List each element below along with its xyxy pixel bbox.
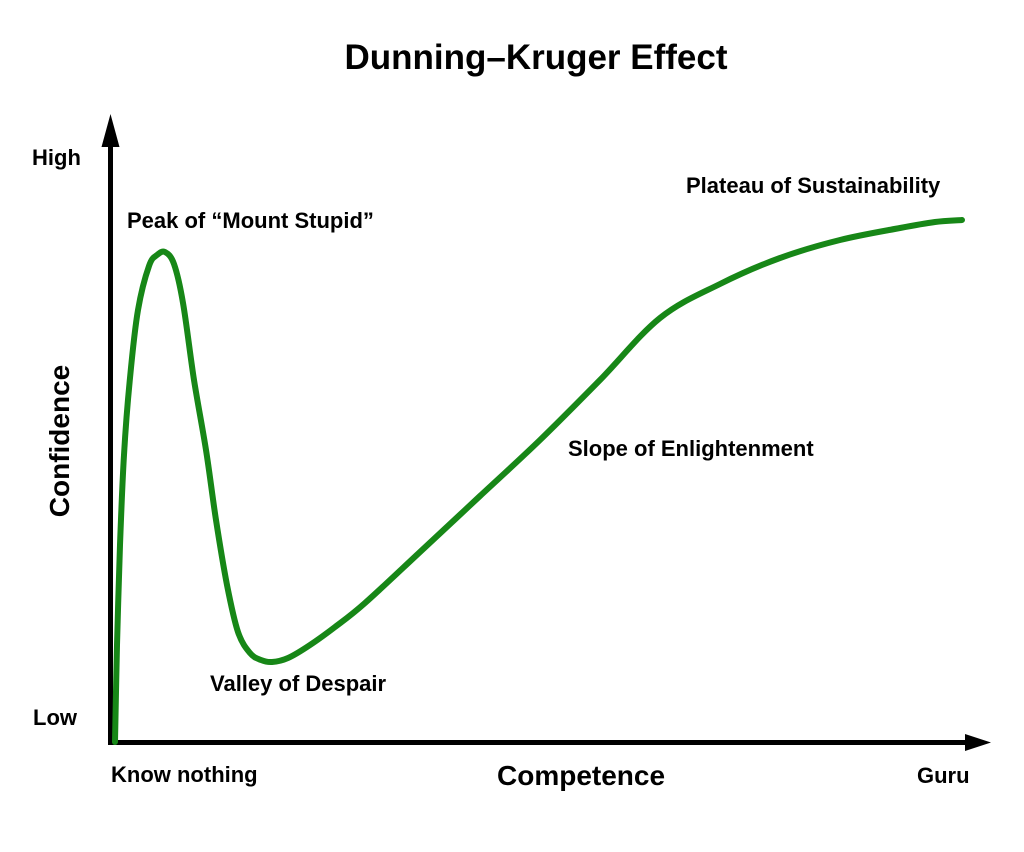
x-tick-know-nothing: Know nothing bbox=[111, 762, 258, 787]
y-tick-high: High bbox=[32, 145, 81, 170]
annotation-slope-of-enlightenment: Slope of Enlightenment bbox=[568, 436, 814, 461]
annotation-valley-of-despair: Valley of Despair bbox=[210, 671, 387, 696]
chart-title: Dunning–Kruger Effect bbox=[344, 38, 728, 77]
x-tick-guru: Guru bbox=[917, 763, 970, 788]
dk-curve bbox=[112, 217, 965, 745]
x-axis-title: Competence bbox=[497, 760, 666, 791]
annotation-plateau-of-sustainability: Plateau of Sustainability bbox=[686, 173, 941, 198]
y-axis-title: Confidence bbox=[44, 364, 75, 518]
x-axis-arrowhead bbox=[965, 734, 991, 751]
y-axis-arrowhead bbox=[101, 114, 120, 147]
annotation-peak-of-mount-stupid: Peak of “Mount Stupid” bbox=[127, 208, 374, 233]
y-tick-low: Low bbox=[33, 705, 77, 730]
